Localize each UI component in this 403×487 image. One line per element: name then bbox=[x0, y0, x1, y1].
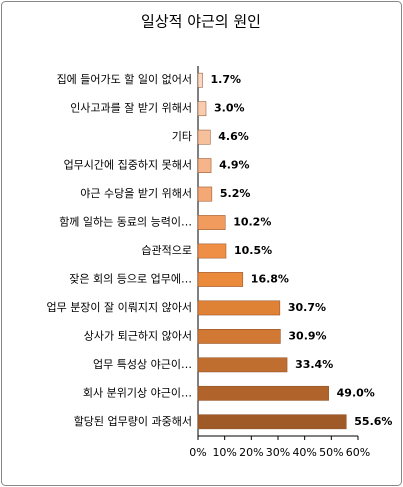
value-label: 3.0% bbox=[214, 102, 245, 115]
chart-title: 일상적 야근의 원인 bbox=[141, 13, 261, 31]
y-tick-label: 인사고과를 잘 받기 위해서 bbox=[70, 101, 192, 115]
value-label: 10.2% bbox=[233, 216, 271, 229]
value-label: 10.5% bbox=[234, 244, 272, 257]
bar bbox=[197, 215, 226, 230]
x-tick-label: 40% bbox=[292, 446, 316, 459]
bar bbox=[197, 101, 207, 117]
y-tick-label: 야근 수당을 받기 위해서 bbox=[80, 186, 192, 200]
y-tick-label: 업무 특성상 야근이… bbox=[93, 358, 192, 371]
x-tick-label: 30% bbox=[266, 446, 290, 459]
value-label: 30.7% bbox=[288, 301, 326, 314]
bar bbox=[197, 272, 244, 287]
bar bbox=[197, 243, 227, 259]
y-tick-label: 업무시간에 집중하지 못해서 bbox=[64, 158, 192, 172]
value-label: 49.0% bbox=[337, 386, 375, 399]
bar bbox=[197, 385, 329, 401]
x-tick-label: 20% bbox=[239, 446, 263, 459]
value-label: 4.9% bbox=[219, 159, 250, 172]
x-tick-label: 50% bbox=[319, 446, 343, 459]
y-tick-label: 잦은 회의 등으로 업무에… bbox=[69, 272, 192, 285]
y-tick-label: 습관적으로 bbox=[141, 244, 192, 257]
bar bbox=[197, 300, 281, 316]
y-tick-label: 상사가 퇴근하지 않아서 bbox=[84, 328, 192, 342]
x-tick-label: 10% bbox=[212, 446, 236, 459]
bar bbox=[197, 129, 211, 145]
value-label: 4.6% bbox=[218, 130, 249, 143]
y-tick-label: 업무 분장이 잘 이뤄지지 않아서 bbox=[46, 301, 192, 314]
value-label: 30.9% bbox=[288, 329, 326, 342]
y-tick-label: 기타 bbox=[172, 130, 192, 143]
bar bbox=[197, 329, 281, 344]
x-tick-label: 0% bbox=[189, 446, 206, 459]
bar bbox=[197, 186, 213, 202]
value-label: 1.7% bbox=[211, 73, 242, 86]
bar bbox=[197, 72, 203, 88]
value-label: 16.8% bbox=[251, 272, 289, 285]
y-tick-label: 함께 일하는 동료의 능력이… bbox=[59, 215, 192, 229]
y-tick-label: 집에 들어가도 할 일이 없어서 bbox=[57, 72, 192, 86]
x-tick-label: 60% bbox=[346, 446, 370, 459]
value-label: 5.2% bbox=[220, 187, 251, 200]
bar bbox=[197, 158, 212, 173]
bar bbox=[197, 414, 347, 430]
bar bbox=[197, 357, 288, 373]
value-label: 55.6% bbox=[354, 415, 392, 428]
y-tick-label: 회사 분위기상 야근이… bbox=[83, 386, 192, 399]
value-label: 33.4% bbox=[295, 358, 333, 371]
y-tick-label: 할당된 업무량이 과중해서 bbox=[74, 414, 192, 428]
